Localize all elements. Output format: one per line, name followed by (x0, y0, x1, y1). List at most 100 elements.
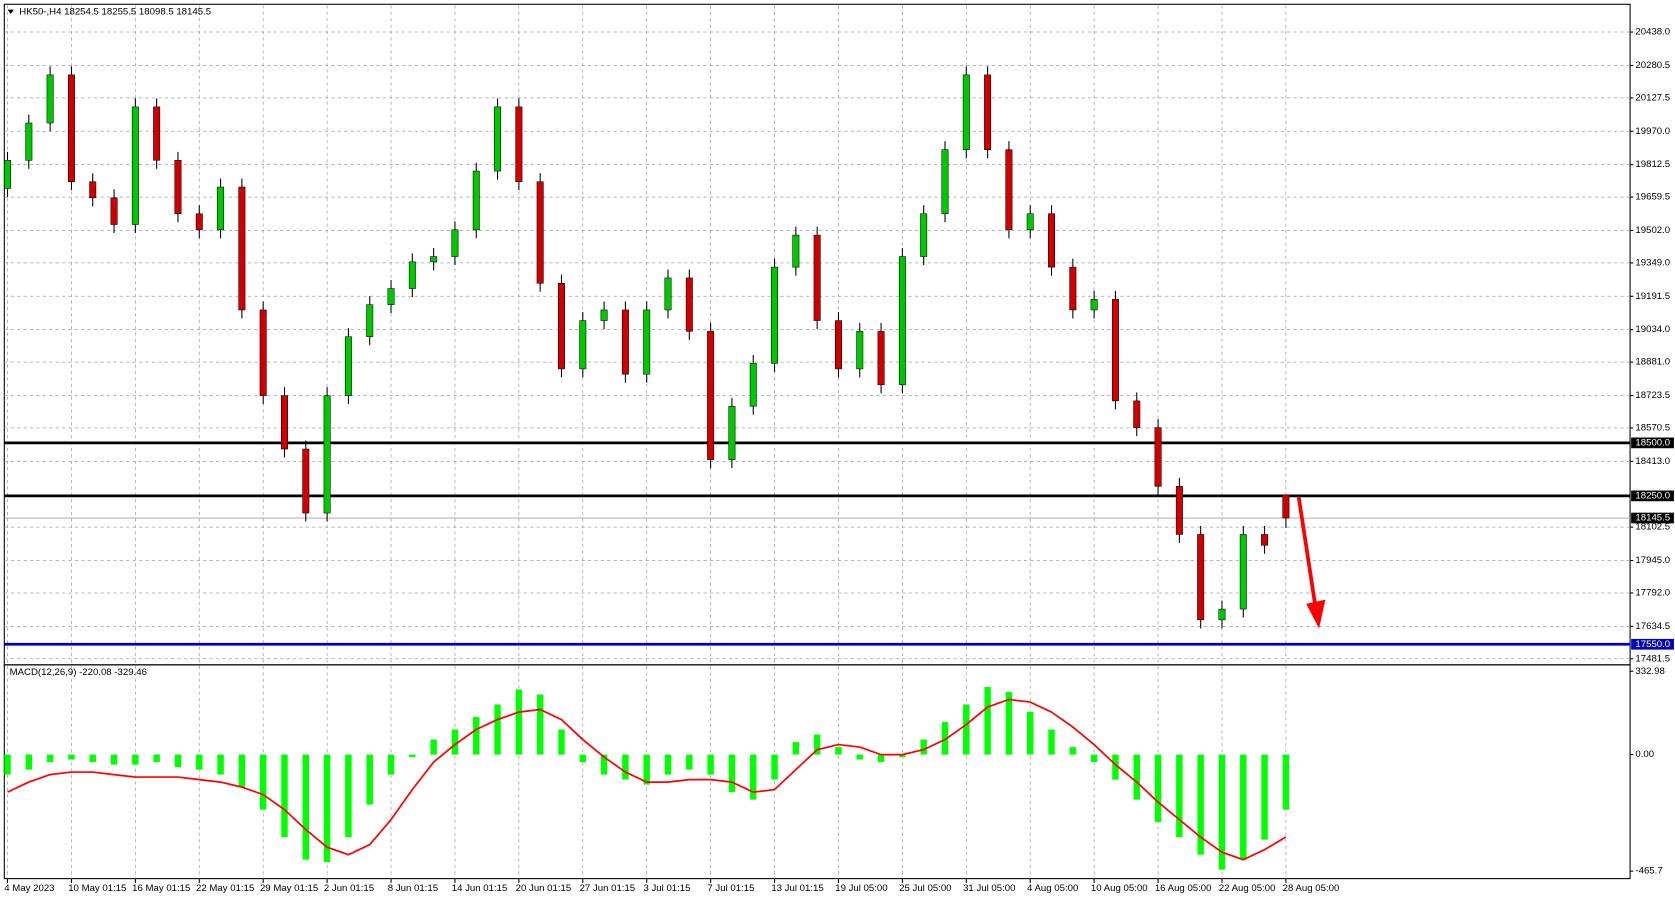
candle-body (834, 320, 842, 370)
candle-body (195, 213, 203, 231)
y-tick-label: 18102.5 (1635, 522, 1670, 533)
macd-bar (281, 754, 288, 838)
candle-body (749, 363, 757, 407)
macd-bar (366, 754, 373, 805)
candle-body (856, 331, 864, 370)
macd-bar (1069, 747, 1077, 755)
candle-body (1005, 149, 1013, 231)
arrow-shaft (1296, 496, 1318, 610)
candle-body (387, 288, 395, 305)
candle-body (451, 229, 459, 257)
y-tick-label: 19502.0 (1635, 225, 1670, 236)
arrow-head (1306, 599, 1326, 629)
x-tick-label: 25 Jul 05:00 (899, 883, 951, 894)
price-label-bg (1631, 512, 1674, 524)
y-tick-label: 19970.0 (1635, 126, 1670, 137)
macd-bar (558, 729, 565, 755)
macd-bar (494, 704, 501, 755)
x-tick-label: 13 Jul 01:15 (771, 883, 823, 894)
macd-bar (1240, 754, 1247, 860)
level-label-bg (1631, 638, 1674, 650)
candle-body (728, 405, 736, 460)
macd-bar (941, 722, 949, 755)
price-label: 18145.5 (1635, 513, 1670, 524)
candle-body (238, 186, 246, 311)
x-tick-label: 22 Aug 05:00 (1219, 883, 1276, 894)
macd-bar (622, 754, 629, 780)
candle-body (877, 331, 885, 386)
macd-bar (920, 739, 927, 755)
macd-bar (4, 754, 11, 775)
x-tick-label: 10 Aug 05:00 (1091, 883, 1148, 894)
macd-bar (409, 754, 416, 758)
macd-bar (387, 754, 395, 775)
candle-body (472, 170, 480, 231)
y-tick-label: 18881.0 (1635, 357, 1670, 368)
macd-bar (1048, 729, 1055, 755)
macd-bar (259, 754, 267, 810)
macd-bar (1261, 754, 1268, 840)
x-tick-label: 19 Jul 05:00 (835, 883, 887, 894)
y-tick-label: 18570.5 (1635, 422, 1670, 433)
candle-body (1026, 213, 1034, 231)
candle-body (1090, 299, 1098, 311)
x-tick-label: 4 May 2023 (4, 883, 54, 894)
macd-bar (174, 754, 182, 768)
y-tick-label: 19191.5 (1635, 291, 1670, 302)
macd-bar (1112, 754, 1119, 780)
y-tick-label: 0.00 (1635, 749, 1654, 760)
candle-body (664, 277, 672, 311)
candle-body (813, 234, 821, 321)
macd-bar (1005, 692, 1013, 755)
macd-bar (46, 754, 54, 763)
macd-bar (196, 754, 203, 770)
macd-bar (600, 754, 608, 775)
macd-bar (68, 754, 75, 760)
signal-line (7, 698, 1287, 861)
x-tick-label: 29 May 01:15 (260, 883, 318, 894)
candle-body (281, 395, 288, 450)
macd-bar (643, 754, 650, 785)
chart-title: HK50-,H4 18254.5 18255.5 18098.5 18145.5 (19, 6, 211, 17)
y-tick-label: 20127.5 (1635, 92, 1670, 103)
candle-body (89, 181, 97, 199)
macd-bar (1282, 754, 1290, 810)
candle-body (46, 74, 54, 124)
macd-bar (579, 754, 586, 763)
macd-bar (1176, 754, 1183, 838)
macd-bar (664, 754, 672, 775)
y-tick-label: 20280.5 (1635, 60, 1670, 71)
x-tick-label: 16 Aug 05:00 (1155, 883, 1212, 894)
x-tick-label: 27 Jun 01:15 (580, 883, 636, 894)
candle-body (174, 160, 182, 214)
macd-bar (430, 739, 437, 755)
candle-body (962, 74, 970, 150)
y-tick-label: 17481.5 (1635, 653, 1670, 664)
macd-bar (515, 689, 523, 755)
macd-bar (110, 754, 118, 765)
candle-body (430, 256, 438, 263)
y-tick-label: 18723.5 (1635, 390, 1670, 401)
candle-body (621, 309, 629, 375)
x-tick-label: 16 May 01:15 (132, 883, 190, 894)
macd-bar (1027, 712, 1034, 755)
candle-body (1175, 486, 1183, 535)
y-tick-label: 20438.0 (1635, 27, 1670, 38)
macd-bar (813, 734, 821, 755)
candle-body (1154, 427, 1162, 487)
macd-bar (792, 742, 800, 755)
x-tick-label: 28 Aug 05:00 (1283, 883, 1340, 894)
candle-body (408, 261, 416, 289)
macd-bar (750, 754, 757, 800)
candle-body (1111, 299, 1119, 402)
y-tick-label: 19034.0 (1635, 324, 1670, 335)
candle-body (685, 277, 693, 332)
candle-body (25, 122, 33, 161)
candle-body (941, 149, 949, 214)
candle-body (217, 186, 225, 231)
macd-bar (899, 754, 906, 758)
candle-body (1197, 534, 1205, 621)
macd-bar (856, 754, 863, 760)
macd-bar (323, 754, 331, 863)
candle-body (792, 234, 800, 268)
